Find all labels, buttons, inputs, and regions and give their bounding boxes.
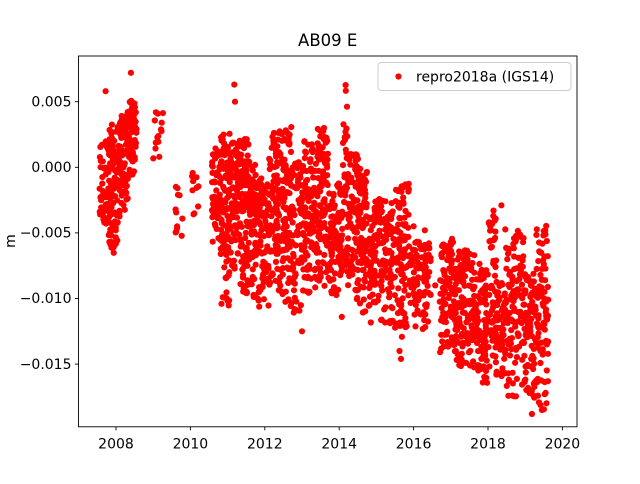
legend-entry-label: repro2018a (IGS14) — [416, 70, 554, 86]
legend: repro2018a (IGS14) — [377, 62, 572, 91]
axes-spines — [78, 55, 578, 428]
legend-marker-icon — [395, 73, 402, 80]
scatter-points-series — [96, 69, 552, 418]
x-tick-label: 2020 — [545, 437, 581, 453]
plot-title: AB09 E — [298, 31, 357, 50]
y-tick-label: 0.005 — [31, 94, 71, 110]
y-tick-label: −0.005 — [20, 226, 72, 242]
y-tick-labels: 0.005 0.000 −0.005 −0.010 −0.015 — [20, 94, 72, 372]
x-tick-label: 2012 — [247, 437, 283, 453]
y-tick-label: 0.000 — [31, 160, 71, 176]
x-tick-label: 2016 — [396, 437, 432, 453]
x-tick-label: 2010 — [173, 437, 209, 453]
y-tick-label: −0.015 — [20, 357, 72, 373]
x-tick-label: 2014 — [321, 437, 357, 453]
y-axis-label: m — [3, 234, 19, 248]
x-tick-label: 2018 — [470, 437, 506, 453]
x-tick-marks — [115, 426, 563, 431]
y-tick-label: −0.010 — [20, 291, 72, 307]
y-tick-marks — [75, 101, 79, 365]
x-tick-label: 2008 — [98, 437, 134, 453]
legend-frame — [377, 62, 572, 91]
x-tick-labels: 2008 2010 2012 2014 2016 2018 2020 — [98, 437, 580, 453]
